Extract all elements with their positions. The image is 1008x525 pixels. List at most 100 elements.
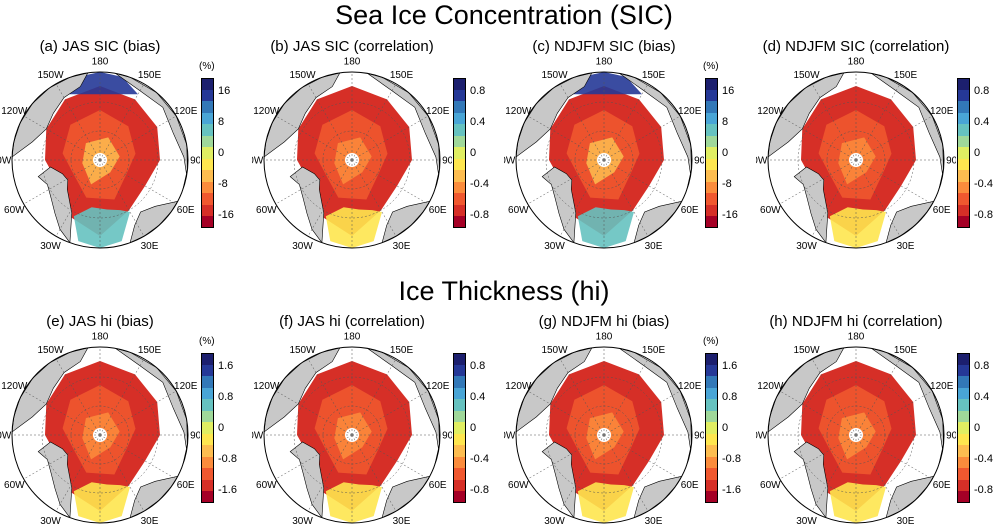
colorbar-tick-label: 1.6 xyxy=(218,361,233,372)
longitude-label: 120E xyxy=(174,381,198,392)
colorbar-unit: (%) xyxy=(199,336,215,347)
polar-stereographic-map: 180150E120E90E60E30E030W60W90W120W150W xyxy=(0,313,200,525)
colorbar-tick-label: 1.6 xyxy=(722,361,737,372)
colorbar-tick-label: -1.6 xyxy=(218,485,237,496)
longitude-label: 150W xyxy=(289,345,316,356)
longitude-label: 30W xyxy=(544,241,565,250)
colorbar-tick-label: -16 xyxy=(218,210,234,221)
colorbar-frame xyxy=(453,353,466,503)
colorbar-tick-label: 0.4 xyxy=(974,392,989,403)
longitude-label: 60E xyxy=(681,205,699,216)
longitude-label: 120W xyxy=(253,381,280,392)
longitude-label: 90W xyxy=(252,431,264,442)
longitude-label: 30E xyxy=(897,241,915,250)
colorbar-frame xyxy=(705,353,718,503)
polar-stereographic-map: 180150E120E90E60E30E030W60W90W120W150W xyxy=(504,313,704,525)
longitude-label: 30W xyxy=(544,516,565,525)
longitude-label: 180 xyxy=(344,332,361,343)
colorbar xyxy=(201,78,214,228)
longitude-label: 30W xyxy=(40,516,61,525)
polar-stereographic-map: 180150E120E90E60E30E030W60W90W120W150W xyxy=(756,313,956,525)
longitude-label: 60E xyxy=(177,480,195,491)
longitude-label: 60W xyxy=(256,480,277,491)
colorbar-frame xyxy=(201,78,214,228)
longitude-label: 90W xyxy=(504,431,516,442)
colorbar-unit: (%) xyxy=(703,336,719,347)
longitude-label: 30W xyxy=(796,241,817,250)
colorbar xyxy=(957,78,970,228)
colorbar-tick-label: 0.4 xyxy=(974,117,989,128)
longitude-label: 120E xyxy=(678,106,702,117)
map-panel: (h) NDJFM hi (correlation) 180 150E 120E 90E… xyxy=(756,313,1008,525)
longitude-label: 180 xyxy=(848,57,865,68)
colorbar-tick-label: 16 xyxy=(722,86,734,97)
longitude-label: 90E xyxy=(442,156,452,167)
colorbar-tick-label: 0 xyxy=(470,148,476,159)
longitude-label: 150W xyxy=(793,70,820,81)
longitude-label: 120E xyxy=(174,106,198,117)
longitude-label: 150W xyxy=(793,345,820,356)
longitude-label: 90W xyxy=(252,156,264,167)
longitude-label: 60E xyxy=(429,205,447,216)
colorbar-tick-label: 0 xyxy=(722,148,728,159)
longitude-label: 150E xyxy=(390,345,414,356)
colorbar-tick-label: 0.8 xyxy=(470,86,485,97)
colorbar-tick-label: -0.4 xyxy=(974,454,993,465)
longitude-label: 30E xyxy=(141,516,159,525)
longitude-label: 120E xyxy=(678,381,702,392)
polar-stereographic-map: 180150E120E90E60E30E030W60W90W120W150W xyxy=(504,38,704,250)
longitude-label: 90W xyxy=(756,431,768,442)
longitude-label: 120W xyxy=(757,106,784,117)
colorbar-tick-label: 0.8 xyxy=(722,392,737,403)
colorbar-tick-label: 8 xyxy=(218,117,224,128)
longitude-label: 120W xyxy=(253,106,280,117)
longitude-label: 30W xyxy=(292,241,313,250)
longitude-label: 120W xyxy=(1,106,28,117)
longitude-label: 30E xyxy=(393,241,411,250)
colorbar-tick-label: -0.4 xyxy=(974,179,993,190)
colorbar-tick-label: 0 xyxy=(218,148,224,159)
longitude-label: 30W xyxy=(292,516,313,525)
longitude-label: 150E xyxy=(390,70,414,81)
colorbar-unit: (%) xyxy=(703,61,719,72)
longitude-label: 90E xyxy=(694,431,704,442)
longitude-label: 30W xyxy=(40,241,61,250)
polar-stereographic-map: 180150E120E90E60E30E030W60W90W120W150W xyxy=(252,38,452,250)
colorbar-tick-label: -0.8 xyxy=(974,210,993,221)
colorbar-unit: (%) xyxy=(199,61,215,72)
colorbar-tick-label: 0.4 xyxy=(470,392,485,403)
longitude-label: 60W xyxy=(508,480,529,491)
map-panel: (d) NDJFM SIC (correlation) 180 150E 120E 90… xyxy=(756,38,1008,250)
longitude-label: 90E xyxy=(946,156,956,167)
colorbar-frame xyxy=(453,78,466,228)
longitude-label: 90E xyxy=(694,156,704,167)
colorbar-frame xyxy=(705,78,718,228)
longitude-label: 60W xyxy=(508,205,529,216)
longitude-label: 150E xyxy=(894,345,918,356)
longitude-label: 150E xyxy=(642,70,666,81)
longitude-label: 180 xyxy=(344,57,361,68)
longitude-label: 150E xyxy=(138,345,162,356)
longitude-label: 30E xyxy=(645,241,663,250)
map-panel: (c) NDJFM SIC (bias)180150E120E90E60E30E… xyxy=(504,38,756,250)
colorbar-tick-label: 8 xyxy=(722,117,728,128)
colorbar-tick-label: -0.4 xyxy=(470,454,489,465)
colorbar xyxy=(453,353,466,503)
colorbar-tick-label: 0 xyxy=(722,423,728,434)
longitude-label: 150W xyxy=(37,345,64,356)
colorbar-tick-label: 0.8 xyxy=(470,361,485,372)
longitude-label: 150E xyxy=(642,345,666,356)
longitude-label: 30W xyxy=(796,516,817,525)
map-panel: (b) JAS SIC (correlation) 180 150E 120E 90E 6… xyxy=(252,38,504,250)
longitude-label: 60W xyxy=(760,480,781,491)
longitude-label: 120E xyxy=(930,106,954,117)
colorbar-tick-label: -16 xyxy=(722,210,738,221)
longitude-label: 60E xyxy=(933,205,951,216)
polar-stereographic-map: 180150E120E90E60E30E030W60W90W120W150W xyxy=(756,38,956,250)
longitude-label: 60E xyxy=(681,480,699,491)
colorbar-tick-label: -0.8 xyxy=(722,454,741,465)
longitude-label: 90E xyxy=(190,156,200,167)
longitude-label: 180 xyxy=(92,332,109,343)
longitude-label: 180 xyxy=(596,57,613,68)
longitude-label: 150E xyxy=(894,70,918,81)
